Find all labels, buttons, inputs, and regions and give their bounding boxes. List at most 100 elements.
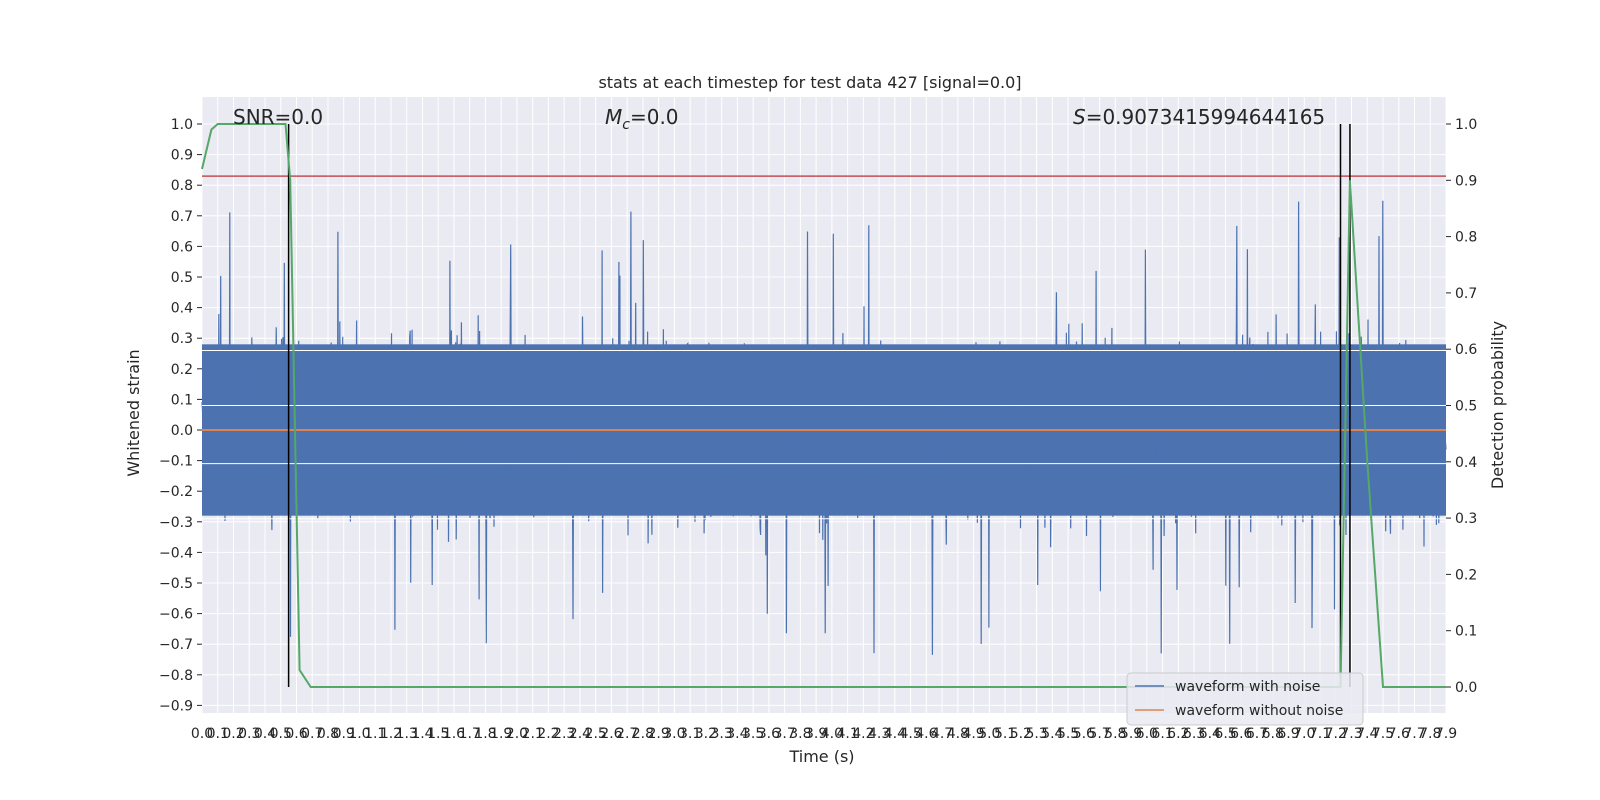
x-tick-label: 1.1 xyxy=(364,726,386,742)
left-y-tick-label: −0.9 xyxy=(159,698,193,714)
right-y-tick-label: 0.4 xyxy=(1455,455,1477,471)
x-axis-ticks: 0.00.10.20.30.40.50.60.70.80.91.01.11.21… xyxy=(191,726,1457,742)
legend: waveform with noise waveform without noi… xyxy=(1126,672,1364,726)
x-tick-label: 2.1 xyxy=(522,726,544,742)
right-y-tick-label: 0.0 xyxy=(1455,680,1477,696)
left-y-tick-label: 0.1 xyxy=(171,392,193,408)
x-tick-label: 0.0 xyxy=(191,726,213,742)
chirp-mass-value: =0.0 xyxy=(630,105,679,129)
x-tick-label: 7.7 xyxy=(1403,726,1425,742)
x-tick-label: 3.5 xyxy=(742,726,764,742)
x-tick-label: 7.0 xyxy=(1293,726,1315,742)
chart-title: stats at each timestep for test data 427… xyxy=(598,73,1021,92)
score-annotation: S=0.9073415994644165 xyxy=(1073,105,1325,129)
x-tick-label: 3.4 xyxy=(726,726,748,742)
left-y-tick-label: 0.6 xyxy=(171,239,193,255)
x-tick-label: 6.8 xyxy=(1262,726,1284,742)
x-tick-label: 1.5 xyxy=(427,726,449,742)
right-y-tick-label: 0.1 xyxy=(1455,624,1477,640)
right-y-tick-label: 0.3 xyxy=(1455,511,1477,527)
x-tick-label: 1.0 xyxy=(348,726,370,742)
x-tick-label: 3.8 xyxy=(789,726,811,742)
x-tick-label: 6.5 xyxy=(1214,726,1236,742)
x-tick-label: 4.6 xyxy=(915,726,937,742)
x-tick-label: 2.3 xyxy=(553,726,575,742)
score-value: =0.9073415994644165 xyxy=(1086,105,1325,129)
x-tick-label: 5.2 xyxy=(1010,726,1032,742)
x-tick-label: 0.6 xyxy=(285,726,307,742)
x-tick-label: 0.8 xyxy=(317,726,339,742)
x-tick-label: 5.9 xyxy=(1120,726,1142,742)
x-axis-label: Time (s) xyxy=(788,747,854,766)
left-y-tick-label: 0.8 xyxy=(171,178,193,194)
chirp-mass-symbol: M xyxy=(605,105,622,129)
left-y-tick-label: 1.0 xyxy=(171,117,193,133)
x-tick-label: 4.3 xyxy=(868,726,890,742)
x-tick-label: 6.0 xyxy=(1136,726,1158,742)
x-tick-label: 6.2 xyxy=(1167,726,1189,742)
x-tick-label: 0.3 xyxy=(238,726,260,742)
x-tick-label: 4.2 xyxy=(852,726,874,742)
x-tick-label: 4.8 xyxy=(947,726,969,742)
left-y-axis-label: Whitened strain xyxy=(124,349,143,476)
right-y-tick-label: 0.8 xyxy=(1455,230,1477,246)
x-tick-label: 4.5 xyxy=(899,726,921,742)
left-y-tick-label: −0.5 xyxy=(159,576,193,592)
left-y-tick-label: −0.8 xyxy=(159,668,193,684)
overlay-lines xyxy=(201,123,1446,688)
x-tick-label: 7.9 xyxy=(1435,726,1457,742)
left-y-tick-label: 0.0 xyxy=(171,423,193,439)
x-tick-label: 2.7 xyxy=(616,726,638,742)
snr-annotation: SNR=0.0 xyxy=(233,105,323,129)
x-tick-label: 5.7 xyxy=(1088,726,1110,742)
x-tick-label: 6.1 xyxy=(1151,726,1173,742)
x-tick-label: 5.0 xyxy=(978,726,1000,742)
x-tick-label: 2.0 xyxy=(506,726,528,742)
x-tick-label: 1.3 xyxy=(396,726,418,742)
legend-box xyxy=(1126,672,1364,726)
chirp-mass-subscript: c xyxy=(622,117,630,133)
x-tick-label: 1.7 xyxy=(459,726,481,742)
right-y-tick-label: 0.2 xyxy=(1455,567,1477,583)
x-tick-label: 1.2 xyxy=(380,726,402,742)
x-tick-label: 4.0 xyxy=(821,726,843,742)
x-tick-label: 4.7 xyxy=(931,726,953,742)
x-tick-label: 6.9 xyxy=(1277,726,1299,742)
legend-label-noise: waveform with noise xyxy=(1175,679,1320,695)
right-y-tick-label: 0.9 xyxy=(1455,173,1477,189)
left-y-tick-label: −0.4 xyxy=(159,545,193,561)
left-y-tick-label: −0.2 xyxy=(159,484,193,500)
x-tick-label: 1.6 xyxy=(443,726,465,742)
x-tick-label: 4.1 xyxy=(836,726,858,742)
x-tick-label: 5.3 xyxy=(1025,726,1047,742)
noise-waveform-line xyxy=(201,200,1447,655)
x-tick-label: 3.9 xyxy=(805,726,827,742)
right-y-tick-label: 0.6 xyxy=(1455,342,1477,358)
left-y-tick-label: 0.9 xyxy=(171,148,193,164)
x-tick-label: 7.2 xyxy=(1325,726,1347,742)
x-tick-label: 1.4 xyxy=(411,726,433,742)
left-y-tick-label: −0.1 xyxy=(159,454,193,470)
x-tick-label: 1.9 xyxy=(490,726,512,742)
x-tick-label: 7.4 xyxy=(1356,726,1378,742)
x-tick-label: 5.6 xyxy=(1073,726,1095,742)
left-y-tick-label: 0.2 xyxy=(171,362,193,378)
x-tick-label: 2.4 xyxy=(569,726,591,742)
x-tick-label: 0.2 xyxy=(222,726,244,742)
x-tick-label: 2.2 xyxy=(537,726,559,742)
x-tick-label: 3.7 xyxy=(774,726,796,742)
legend-label-clean: waveform without noise xyxy=(1175,703,1343,719)
x-tick-label: 0.4 xyxy=(254,726,276,742)
left-y-axis-ticks: 1.0 0.9 0.8 0.7 0.6 0.5 0.4 0.3 0.2 0.1 0.0 −0.1 −0.… xyxy=(159,117,202,714)
left-y-tick-label: 0.5 xyxy=(171,270,193,286)
x-tick-label: 3.2 xyxy=(695,726,717,742)
right-y-tick-label: 1.0 xyxy=(1455,117,1477,133)
left-y-tick-label: −0.3 xyxy=(159,515,193,531)
x-tick-label: 0.5 xyxy=(270,726,292,742)
x-tick-label: 0.9 xyxy=(333,726,355,742)
x-tick-label: 3.6 xyxy=(758,726,780,742)
x-tick-label: 3.1 xyxy=(679,726,701,742)
chirp-mass-annotation: Mc=0.0 xyxy=(605,105,679,133)
x-tick-label: 7.6 xyxy=(1388,726,1410,742)
